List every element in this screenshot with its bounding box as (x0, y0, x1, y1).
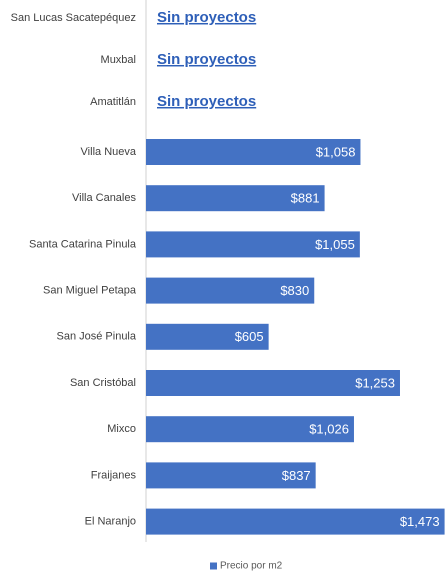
bar (146, 185, 325, 212)
value-label: $1,058 (316, 144, 356, 159)
value-label: $1,253 (355, 375, 395, 390)
value-label: $605 (235, 329, 264, 344)
category-label: Mixco (107, 423, 136, 435)
no-data-link[interactable]: Sin proyectos (157, 93, 256, 110)
category-label: Amatitlán (90, 96, 136, 108)
category-label: Fraijanes (91, 469, 137, 481)
bar (146, 277, 315, 304)
value-label: $1,473 (400, 514, 440, 529)
bar (146, 139, 361, 165)
value-label: $837 (282, 468, 311, 483)
value-label: $830 (280, 283, 309, 298)
no-data-link[interactable]: Sin proyectos (157, 9, 256, 26)
category-label: El Naranjo (85, 516, 136, 528)
category-label: Villa Canales (72, 192, 137, 204)
category-label: San Cristóbal (70, 377, 136, 389)
bar (146, 370, 400, 396)
no-data-link[interactable]: Sin proyectos (157, 51, 256, 68)
category-label: Muxbal (101, 54, 136, 66)
category-label: San José Pinula (57, 331, 137, 343)
bar (146, 416, 354, 443)
category-label: Santa Catarina Pinula (29, 238, 137, 250)
bar (146, 508, 445, 535)
legend-label: Precio por m2 (220, 561, 283, 572)
bar (146, 323, 269, 350)
legend-swatch (210, 562, 217, 570)
value-label: $1,026 (309, 422, 349, 437)
category-label: San Miguel Petapa (43, 285, 137, 297)
value-label: $881 (291, 191, 320, 206)
value-label: $1,055 (315, 237, 355, 252)
category-label: Villa Nueva (81, 146, 137, 158)
bar (146, 462, 316, 489)
bar (146, 231, 360, 258)
category-label: San Lucas Sacatepéquez (11, 12, 136, 24)
